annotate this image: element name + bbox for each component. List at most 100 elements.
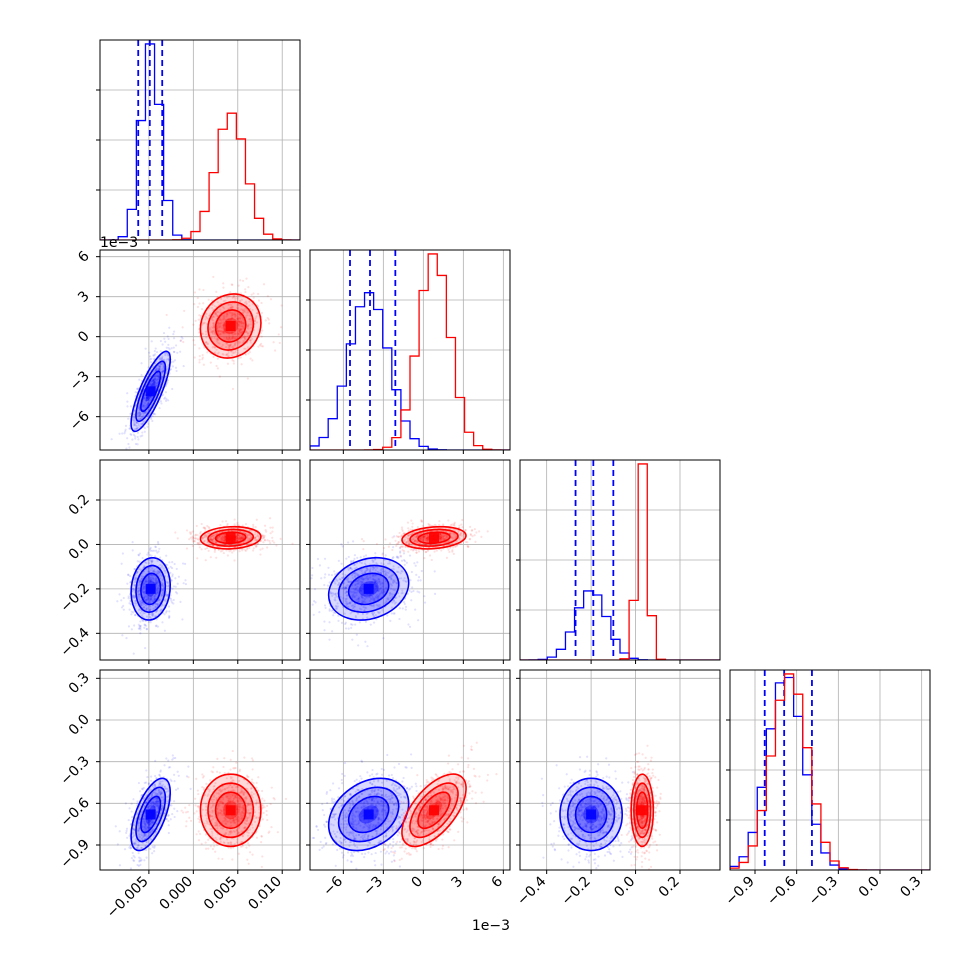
sample-point [263, 536, 266, 539]
sample-point [213, 304, 216, 308]
sample-point [330, 591, 333, 594]
sample-point [394, 601, 397, 604]
sample-point [387, 545, 390, 548]
sample-point [145, 593, 148, 596]
sample-point [212, 321, 215, 325]
sample-point [154, 377, 157, 380]
sample-point [158, 356, 161, 359]
sample-point [146, 425, 149, 428]
sample-point [167, 399, 170, 402]
sample-point [145, 580, 148, 583]
scatter-panel-1-0 [100, 250, 300, 450]
sample-point [361, 596, 364, 599]
sample-point [201, 353, 204, 357]
sample-point [220, 537, 223, 540]
sample-point [392, 565, 395, 568]
sample-point [128, 807, 131, 810]
sample-point [130, 628, 133, 631]
sample-point [333, 570, 336, 573]
sample-point [142, 411, 145, 414]
sample-point [236, 297, 239, 300]
sample-point [339, 578, 342, 581]
sample-point [236, 351, 240, 355]
sample-point [171, 365, 175, 368]
sample-point [216, 536, 219, 539]
sample-point [138, 579, 141, 582]
sample-point [144, 604, 148, 607]
sample-point [205, 312, 208, 315]
sample-point [343, 586, 346, 589]
sample-point [126, 836, 129, 839]
sample-point [134, 437, 137, 440]
sample-point [356, 579, 359, 582]
sample-point [324, 573, 327, 576]
sample-point [373, 583, 376, 586]
sample-point [404, 579, 407, 583]
sample-point [255, 518, 258, 521]
y-tick-label: −0.4 [57, 625, 92, 660]
sample-point [251, 359, 254, 362]
sample-point [138, 407, 141, 410]
sample-point [152, 380, 155, 383]
sample-point [451, 546, 455, 549]
sample-point [151, 613, 155, 616]
sample-point [246, 324, 249, 328]
sample-point [269, 526, 272, 529]
sample-point [377, 589, 380, 592]
sample-point [150, 596, 154, 599]
sample-point [346, 584, 349, 587]
sample-point [237, 537, 240, 541]
sample-point [132, 594, 135, 597]
sample-point [409, 528, 412, 531]
sample-point [153, 377, 157, 381]
sample-point [405, 580, 408, 583]
x-tick-label: 0.3 [897, 874, 924, 901]
sample-point [187, 765, 190, 768]
sample-point [161, 370, 164, 373]
sample-point [357, 582, 360, 585]
sample-point [162, 587, 165, 590]
sample-point [213, 330, 216, 333]
sample-point [235, 533, 239, 536]
sample-point [326, 584, 329, 587]
sample-point [181, 326, 184, 329]
sample-point [358, 621, 361, 624]
sample-point [139, 435, 142, 438]
sample-point [181, 337, 184, 340]
sample-point [363, 562, 367, 565]
x-tick-label: 0.0 [856, 874, 883, 901]
sample-point [203, 539, 207, 543]
sample-point [247, 352, 250, 355]
sample-point [157, 569, 160, 573]
sample-point [209, 537, 212, 541]
sample-point [128, 446, 131, 449]
sample-point [250, 535, 253, 538]
sample-point [244, 288, 247, 291]
sample-point [230, 350, 233, 353]
sample-point [241, 309, 244, 312]
sample-point [404, 608, 407, 611]
sample-point [173, 350, 176, 353]
sample-point [161, 363, 164, 366]
sample-point [352, 607, 355, 610]
sample-point [165, 398, 168, 401]
sample-point [245, 330, 248, 334]
sample-point [171, 587, 174, 590]
sample-point [156, 572, 159, 575]
sample-point [269, 532, 272, 535]
sample-point [239, 328, 242, 331]
sample-point [220, 318, 223, 322]
sample-point [127, 597, 130, 600]
sample-point [151, 852, 154, 855]
sample-point [242, 321, 245, 324]
sample-point [402, 550, 406, 553]
sample-point [238, 550, 241, 553]
sample-point [166, 381, 169, 384]
sample-point [385, 599, 388, 603]
sample-point [155, 624, 158, 627]
sample-point [423, 601, 427, 604]
sample-point [133, 415, 136, 419]
sample-point [420, 519, 423, 522]
sample-point [246, 314, 249, 317]
y-tick-label: 6 [75, 248, 93, 266]
